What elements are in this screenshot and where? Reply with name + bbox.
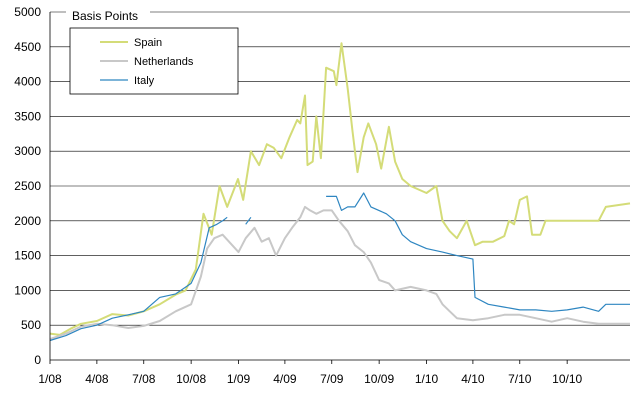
axes: [49, 12, 630, 361]
x-tick-label: 1/08: [38, 372, 62, 386]
y-tick-label: 2500: [14, 179, 41, 193]
x-tick-label: 10/09: [364, 372, 394, 386]
x-tick-label: 4/09: [273, 372, 297, 386]
y-axis-label-group: Basis Points: [66, 6, 150, 24]
x-tick-label: 4/10: [461, 372, 485, 386]
y-tick-label: 3500: [14, 109, 41, 123]
grid-lines: [50, 11, 630, 326]
series-line-netherlands: [49, 205, 630, 341]
y-tick-label: 3000: [14, 144, 41, 158]
x-tick-label: 7/10: [508, 372, 532, 386]
y-tick-label: 5000: [14, 5, 41, 19]
x-tick-label: 7/08: [132, 372, 156, 386]
x-axis-ticks: 1/08 4/08 7/08 10/08 1/09 4/09 7/09 10/09 1/10 4/…: [38, 360, 582, 386]
x-tick-label: 4/08: [85, 372, 109, 386]
y-tick-label: 500: [21, 318, 41, 332]
y-tick-label: 4500: [14, 40, 41, 54]
x-tick-label: 7/09: [320, 372, 344, 386]
legend-label: Spain: [134, 37, 162, 49]
legend-label: Netherlands: [134, 56, 194, 68]
x-tick-label: 10/10: [552, 372, 582, 386]
x-tick-label: 10/08: [176, 372, 206, 386]
y-tick-label: 1000: [14, 283, 41, 297]
x-tick-label: 1/10: [415, 372, 439, 386]
x-tick-label: 1/09: [227, 372, 251, 386]
y-tick-label: 2000: [14, 214, 41, 228]
series-line-italy: [49, 192, 630, 342]
legend-box: [69, 27, 239, 95]
series-line-spain: [49, 42, 631, 336]
y-tick-label: 0: [34, 353, 41, 367]
y-axis-label: Basis Points: [72, 9, 138, 23]
y-axis-ticks: 0 500 1000 1500 2000 2500 3000 3500 4000 4500 5000: [14, 5, 41, 367]
legend: Spain Netherlands Italy: [69, 27, 239, 95]
y-tick-label: 4000: [14, 75, 41, 89]
y-tick-label: 1500: [14, 249, 41, 263]
legend-label: Italy: [134, 75, 155, 87]
series-lines: [49, 42, 631, 342]
y-axis-label-background: [66, 6, 150, 24]
